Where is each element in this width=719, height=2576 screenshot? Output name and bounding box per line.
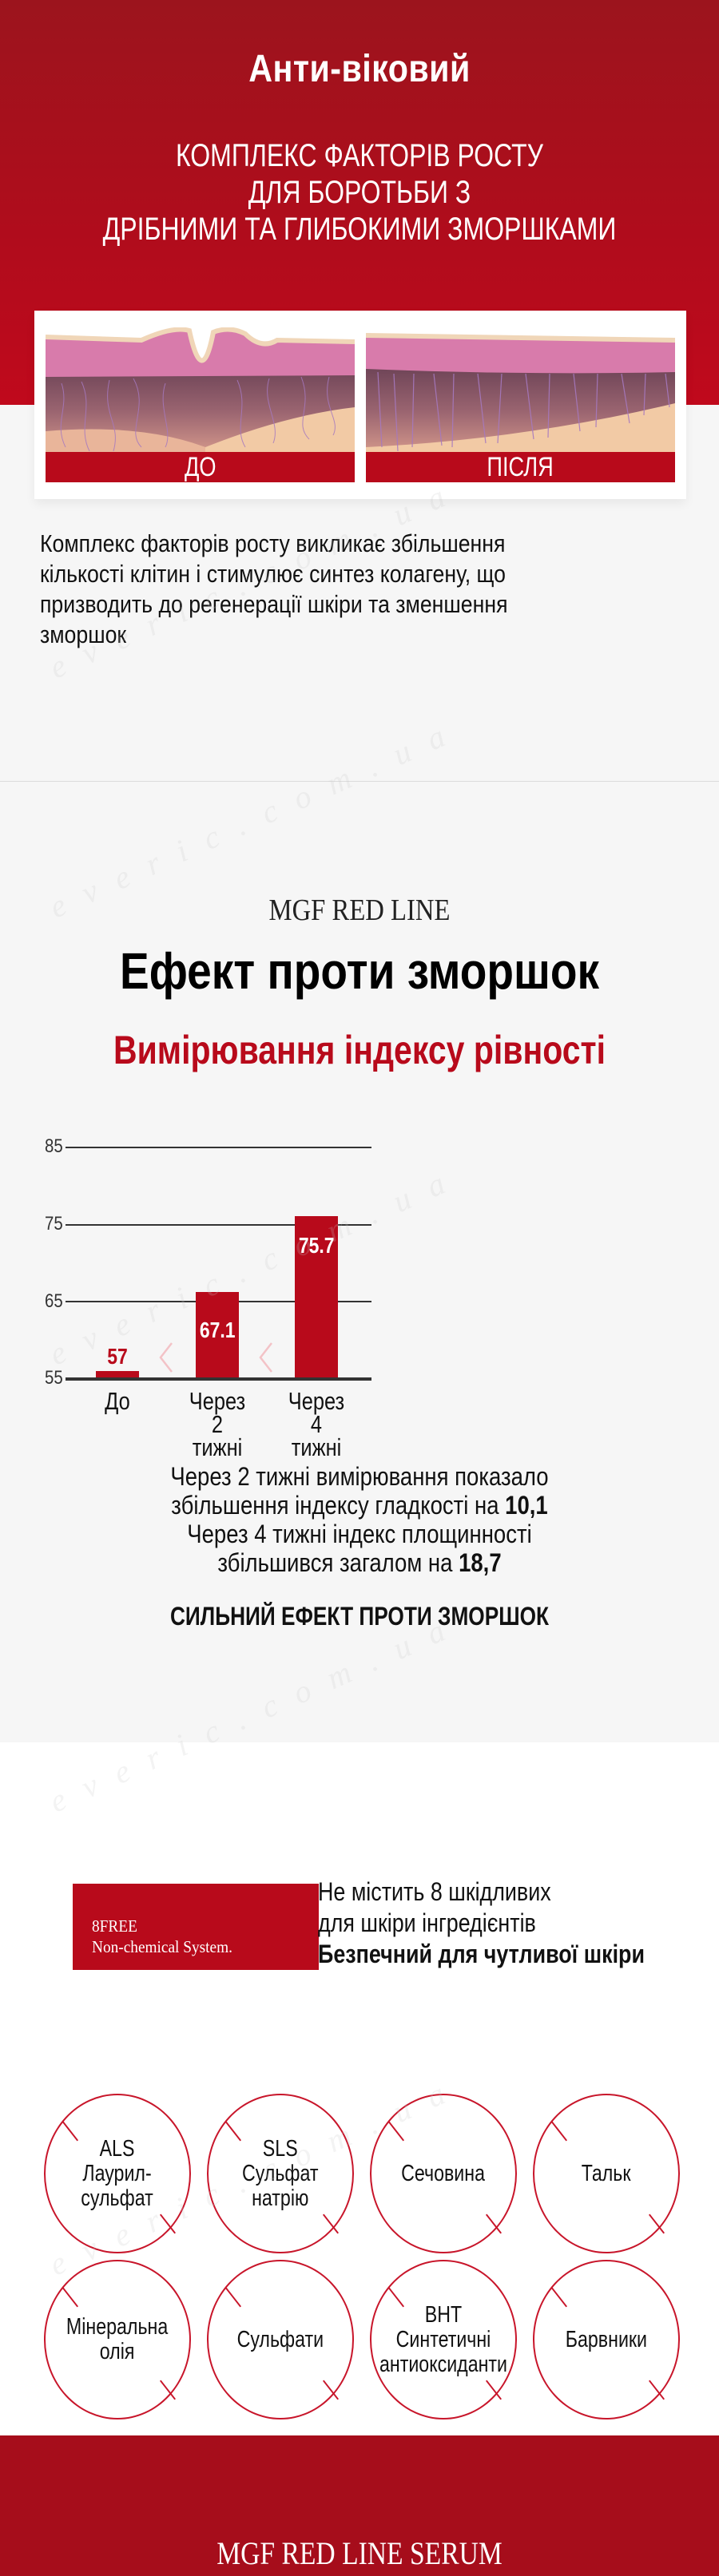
ingredient-free-bht: BHT Синтетичні антиоксиданти bbox=[370, 2260, 517, 2419]
prohibited-slash-icon bbox=[62, 2121, 79, 2142]
brand-name: MGF RED LINE bbox=[268, 894, 451, 927]
hero-subtitle-line: для боротьби з bbox=[248, 175, 471, 210]
8free-badge: 8FREE Non-chemical System. bbox=[73, 1884, 319, 1970]
y-tick-65: 65 bbox=[45, 1290, 63, 1312]
bar-value-4-weeks: 75.7 bbox=[298, 1233, 335, 1258]
ingredient-label: Тальк bbox=[582, 2160, 631, 2186]
ingredient-label: Сульфати bbox=[236, 2326, 324, 2352]
ingredient-label: ALS Лаурил-сульфат bbox=[81, 2135, 154, 2211]
prohibited-slash-icon bbox=[62, 2287, 79, 2308]
before-label: ДО bbox=[46, 452, 355, 482]
prohibited-slash-icon bbox=[387, 2121, 405, 2142]
y-tick-55: 55 bbox=[45, 1367, 63, 1389]
bar-value-before: 57 bbox=[107, 1344, 128, 1369]
free-of-description: Не містить 8 шкідливих для шкіри інгреді… bbox=[318, 1877, 645, 1968]
ingredient-free-als: ALS Лаурил-сульфат bbox=[44, 2094, 191, 2253]
prohibited-slash-icon bbox=[485, 2380, 503, 2400]
footer-banner: MGF RED LINE SERUM bbox=[0, 2435, 719, 2576]
chevron-left-icon bbox=[259, 1342, 272, 1373]
x-label-before: До bbox=[105, 1387, 130, 1415]
section-divider bbox=[0, 781, 719, 782]
strong-effect-heading: СИЛЬНИЙ ЕФЕКТ ПРОТИ ЗМОРШОК bbox=[169, 1602, 550, 1631]
prohibited-slash-icon bbox=[224, 2121, 242, 2142]
flatness-increase-value: 18,7 bbox=[459, 1548, 502, 1577]
smoothness-bar-chart: 85 75 65 55 57 67.1 75.7 До Через 2 тижн… bbox=[0, 1134, 719, 1460]
hero-subtitle-line: Комплекс факторів росту bbox=[176, 138, 543, 173]
prohibited-slash-icon bbox=[648, 2380, 665, 2400]
ingredient-label: SLS Сульфат натрію bbox=[242, 2135, 319, 2211]
prohibited-slash-icon bbox=[322, 2213, 340, 2234]
prohibited-slash-icon bbox=[550, 2287, 568, 2308]
hero-title: Анти-віковий bbox=[248, 48, 471, 90]
bar-before: 57 bbox=[96, 1344, 139, 1379]
hero-subtitle: Комплекс факторів росту для боротьби з д… bbox=[72, 137, 647, 248]
smoothness-increase-value: 10,1 bbox=[505, 1491, 548, 1520]
bar-value-2-weeks: 67.1 bbox=[199, 1318, 236, 1342]
prohibited-slash-icon bbox=[648, 2213, 665, 2234]
skin-wrinkle-before-image bbox=[46, 327, 355, 455]
ingredient-free-urea: Сечовина bbox=[370, 2094, 517, 2253]
y-tick-75: 75 bbox=[45, 1213, 63, 1234]
prohibited-slash-icon bbox=[159, 2380, 177, 2400]
results-summary: Через 2 тижні вимірювання показало збіль… bbox=[170, 1462, 549, 1577]
ingredient-label: Сечовина bbox=[401, 2160, 486, 2186]
ingredient-free-dyes: Барвники bbox=[533, 2260, 680, 2419]
bar-4-weeks: 75.7 bbox=[295, 1216, 338, 1379]
ingredient-label: Барвники bbox=[565, 2326, 648, 2352]
chevron-left-icon bbox=[159, 1342, 173, 1373]
hero-subtitle-line: дрібними та глибокими зморшками bbox=[102, 212, 617, 247]
gridline-75 bbox=[66, 1224, 371, 1226]
prohibited-slash-icon bbox=[485, 2213, 503, 2234]
ingredient-label: Мінеральна олія bbox=[66, 2314, 169, 2364]
measurement-title: Вимірювання індексу рівності bbox=[113, 1028, 606, 1072]
x-label-2-weeks: Через 2 тижні bbox=[189, 1387, 246, 1461]
prohibited-slash-icon bbox=[224, 2287, 242, 2308]
before-after-illustration: ДО ПІСЛЯ bbox=[34, 311, 686, 499]
product-name: MGF RED LINE SERUM bbox=[216, 2535, 503, 2571]
x-label-4-weeks: Через 4 тижні bbox=[288, 1387, 345, 1461]
ingredient-free-sulfates: Сульфати bbox=[207, 2260, 354, 2419]
effect-title: Ефект проти зморшок bbox=[119, 942, 600, 1000]
x-axis-baseline bbox=[66, 1377, 371, 1381]
ingredient-free-talc: Тальк bbox=[533, 2094, 680, 2253]
skin-smooth-after-image bbox=[366, 327, 675, 455]
after-label: ПІСЛЯ bbox=[366, 452, 675, 482]
prohibited-slash-icon bbox=[159, 2213, 177, 2234]
prohibited-slash-icon bbox=[322, 2380, 340, 2400]
after-panel: ПІСЛЯ bbox=[366, 327, 675, 482]
y-tick-85: 85 bbox=[45, 1135, 63, 1157]
gridline-85 bbox=[66, 1147, 371, 1148]
ingredient-free-mineral-oil: Мінеральна олія bbox=[44, 2260, 191, 2419]
before-panel: ДО bbox=[46, 327, 355, 482]
ingredient-free-sls: SLS Сульфат натрію bbox=[207, 2094, 354, 2253]
bar-2-weeks: 67.1 bbox=[196, 1292, 239, 1379]
ingredient-label: BHT Синтетичні антиоксиданти bbox=[379, 2301, 508, 2377]
intro-description: Комплекс факторів росту викликає збільше… bbox=[40, 529, 508, 648]
prohibited-slash-icon bbox=[550, 2121, 568, 2142]
